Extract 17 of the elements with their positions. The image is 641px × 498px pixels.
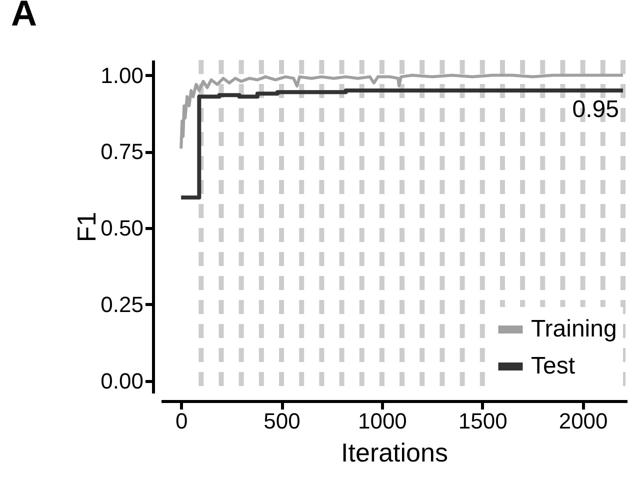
y-tick-label: 0.00 [100, 368, 144, 394]
chart-title: A [11, 0, 37, 34]
y-tick-label: 0.50 [100, 216, 144, 241]
x-axis-title: Iterations [341, 438, 448, 468]
legend-label: Test [531, 352, 576, 380]
x-tick-label: 1000 [358, 408, 407, 434]
annotation: 0.95 [572, 96, 619, 123]
y-tick-label: 0.25 [100, 292, 144, 317]
x-tick-label: 2000 [558, 408, 608, 434]
x-tick-label: 1500 [458, 408, 508, 434]
x-tick-label: 0 [175, 408, 188, 434]
y-tick-label: 1.00 [100, 62, 144, 88]
y-tick-label: 0.75 [100, 139, 144, 164]
legend-label: Training [531, 316, 617, 342]
line-series [180, 74, 624, 150]
x-tick-label: 500 [264, 408, 300, 434]
y-axis-title: F1 [72, 212, 102, 242]
